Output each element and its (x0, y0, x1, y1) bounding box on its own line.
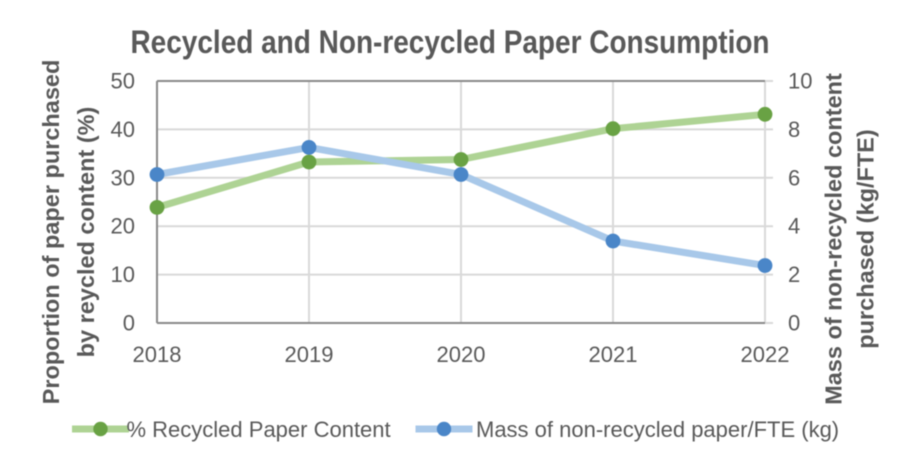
svg-text:% Recycled Paper Content: % Recycled Paper Content (127, 417, 391, 442)
svg-text:by reycled content (%): by reycled content (%) (73, 107, 99, 358)
svg-text:8: 8 (788, 117, 800, 142)
svg-text:4: 4 (788, 214, 800, 239)
svg-text:50: 50 (111, 69, 135, 94)
svg-text:2019: 2019 (285, 342, 334, 367)
svg-text:Proportion of paper purchased: Proportion of paper purchased (38, 60, 64, 405)
svg-text:10: 10 (788, 69, 812, 94)
svg-text:2: 2 (788, 262, 800, 287)
svg-text:0: 0 (123, 311, 135, 336)
svg-text:Mass of non-recycled paper/FTE: Mass of non-recycled paper/FTE (kg) (476, 417, 839, 442)
svg-text:purchased (kg/FTE): purchased (kg/FTE) (853, 129, 879, 348)
svg-text:2022: 2022 (741, 342, 790, 367)
svg-text:6: 6 (788, 165, 800, 190)
svg-text:2020: 2020 (437, 342, 486, 367)
svg-text:20: 20 (111, 214, 135, 239)
svg-text:2018: 2018 (133, 342, 182, 367)
svg-text:0: 0 (788, 311, 800, 336)
svg-text:Mass of non-recycled content: Mass of non-recycled content (821, 73, 847, 405)
svg-text:2021: 2021 (589, 342, 638, 367)
svg-text:40: 40 (111, 117, 135, 142)
svg-text:30: 30 (111, 165, 135, 190)
svg-text:10: 10 (111, 262, 135, 287)
svg-text:Recycled and Non-recycled Pape: Recycled and Non-recycled Paper Consumpt… (130, 25, 769, 60)
